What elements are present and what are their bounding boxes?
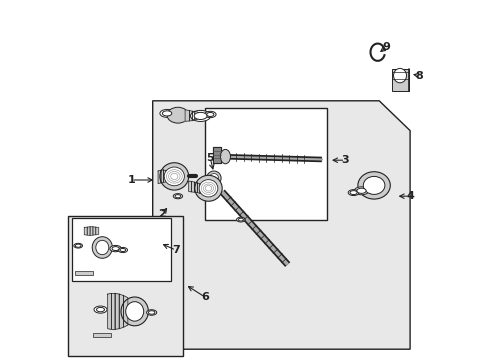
Polygon shape	[212, 147, 221, 163]
Ellipse shape	[238, 218, 243, 221]
Text: 2: 2	[158, 209, 166, 219]
Ellipse shape	[96, 240, 108, 255]
Text: 9: 9	[382, 42, 390, 52]
Ellipse shape	[125, 302, 143, 321]
Ellipse shape	[175, 195, 181, 198]
Ellipse shape	[121, 297, 148, 326]
Polygon shape	[119, 294, 123, 329]
Text: 4: 4	[406, 191, 413, 201]
Text: 7: 7	[172, 245, 180, 255]
Ellipse shape	[209, 174, 218, 183]
Ellipse shape	[194, 175, 222, 201]
Ellipse shape	[110, 246, 121, 252]
Ellipse shape	[146, 310, 156, 315]
Polygon shape	[111, 293, 115, 329]
Ellipse shape	[75, 244, 81, 247]
Ellipse shape	[160, 109, 174, 117]
Ellipse shape	[356, 188, 366, 193]
Ellipse shape	[120, 248, 125, 252]
Polygon shape	[189, 111, 192, 121]
Polygon shape	[161, 170, 163, 183]
Ellipse shape	[148, 311, 155, 314]
Polygon shape	[84, 227, 87, 235]
Polygon shape	[197, 183, 200, 193]
Polygon shape	[166, 171, 168, 182]
Ellipse shape	[162, 111, 171, 116]
Polygon shape	[96, 227, 99, 235]
Polygon shape	[152, 101, 409, 349]
Polygon shape	[194, 182, 197, 193]
Ellipse shape	[363, 176, 384, 194]
Ellipse shape	[236, 217, 244, 222]
Ellipse shape	[347, 190, 358, 195]
Ellipse shape	[357, 172, 389, 199]
Polygon shape	[87, 227, 90, 235]
FancyBboxPatch shape	[68, 216, 183, 356]
Ellipse shape	[167, 107, 188, 123]
Bar	[92, 333, 111, 337]
Polygon shape	[158, 170, 161, 184]
Ellipse shape	[204, 111, 216, 118]
Polygon shape	[191, 181, 194, 192]
Polygon shape	[188, 181, 191, 192]
Ellipse shape	[190, 111, 210, 121]
Ellipse shape	[206, 171, 221, 185]
Ellipse shape	[160, 163, 188, 190]
Polygon shape	[107, 293, 111, 329]
Ellipse shape	[92, 237, 112, 258]
FancyBboxPatch shape	[204, 108, 326, 220]
Ellipse shape	[96, 307, 104, 312]
Text: 1: 1	[127, 175, 135, 185]
Text: 5: 5	[206, 153, 214, 163]
Polygon shape	[168, 172, 171, 181]
Bar	[391, 69, 408, 91]
Text: 6: 6	[201, 292, 208, 302]
Polygon shape	[93, 227, 96, 235]
Polygon shape	[194, 112, 197, 120]
FancyBboxPatch shape	[72, 218, 170, 281]
Ellipse shape	[118, 247, 127, 253]
Polygon shape	[90, 227, 93, 235]
Text: 3: 3	[341, 155, 348, 165]
Ellipse shape	[164, 167, 184, 186]
Polygon shape	[115, 293, 119, 329]
Ellipse shape	[349, 191, 356, 195]
Ellipse shape	[354, 187, 368, 195]
Ellipse shape	[393, 68, 406, 83]
Bar	[75, 271, 92, 275]
Ellipse shape	[199, 180, 218, 197]
Polygon shape	[200, 184, 202, 194]
Polygon shape	[163, 170, 166, 183]
Polygon shape	[123, 296, 127, 327]
Ellipse shape	[112, 247, 119, 251]
Ellipse shape	[94, 306, 107, 313]
Polygon shape	[192, 111, 194, 121]
Ellipse shape	[194, 112, 206, 120]
Polygon shape	[185, 110, 189, 121]
Ellipse shape	[74, 243, 82, 248]
Ellipse shape	[173, 194, 182, 199]
Text: 8: 8	[414, 71, 422, 81]
Ellipse shape	[206, 112, 213, 117]
Ellipse shape	[220, 149, 230, 164]
